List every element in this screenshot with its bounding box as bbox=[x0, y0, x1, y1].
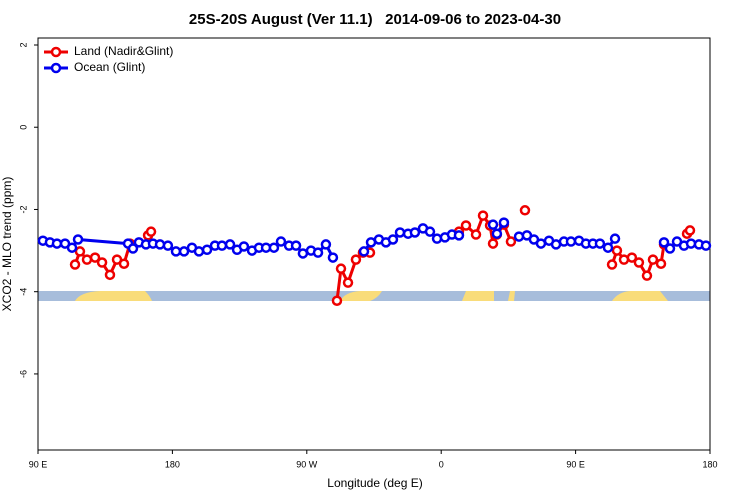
point bbox=[606, 259, 618, 270]
point bbox=[170, 246, 182, 257]
point bbox=[424, 226, 436, 237]
point bbox=[327, 252, 339, 263]
point bbox=[684, 225, 696, 236]
point bbox=[72, 234, 84, 245]
point bbox=[505, 236, 517, 247]
point bbox=[602, 242, 614, 253]
legend-marker bbox=[50, 62, 62, 74]
y-tick-label: 0 bbox=[18, 125, 28, 130]
point bbox=[335, 263, 347, 274]
point bbox=[178, 246, 190, 257]
point bbox=[491, 228, 503, 239]
point bbox=[224, 239, 236, 250]
point bbox=[162, 240, 174, 251]
point bbox=[66, 242, 78, 253]
point bbox=[127, 243, 139, 254]
point bbox=[193, 246, 205, 257]
point bbox=[609, 233, 621, 244]
chart-title: 25S-20S August (Ver 11.1) 2014-09-06 to … bbox=[189, 11, 561, 28]
point bbox=[358, 246, 370, 257]
point bbox=[312, 247, 324, 258]
point bbox=[275, 236, 287, 247]
point bbox=[104, 269, 116, 281]
point bbox=[268, 242, 280, 253]
series-line bbox=[73, 212, 692, 301]
point bbox=[535, 238, 547, 249]
point bbox=[51, 238, 63, 249]
point bbox=[664, 243, 676, 254]
point bbox=[216, 240, 228, 251]
point bbox=[487, 238, 499, 249]
x-axis-label: Longitude (deg E) bbox=[327, 476, 422, 490]
x-tick-label: 90 E bbox=[566, 459, 585, 469]
point bbox=[74, 246, 86, 257]
legend-label: Land (Nadir&Glint) bbox=[74, 44, 173, 58]
point bbox=[641, 270, 653, 281]
y-tick-label: -2 bbox=[18, 205, 28, 213]
point bbox=[565, 236, 577, 247]
x-tick-label: 180 bbox=[165, 459, 180, 469]
point bbox=[513, 231, 525, 242]
x-tick-label: 0 bbox=[439, 459, 444, 469]
y-tick-label: 2 bbox=[18, 42, 28, 47]
point bbox=[453, 230, 465, 241]
point bbox=[633, 257, 645, 268]
point bbox=[320, 239, 332, 250]
point bbox=[409, 227, 421, 238]
legend-marker bbox=[50, 46, 62, 58]
point bbox=[647, 254, 659, 265]
point bbox=[96, 257, 108, 268]
y-tick-label: -4 bbox=[18, 288, 28, 296]
point bbox=[154, 239, 166, 250]
point bbox=[626, 252, 638, 263]
point bbox=[460, 220, 472, 231]
point bbox=[498, 217, 510, 228]
point bbox=[655, 258, 667, 269]
legend-label: Ocean (Glint) bbox=[74, 60, 145, 74]
point bbox=[297, 248, 309, 259]
point bbox=[594, 238, 606, 249]
point bbox=[81, 254, 93, 265]
point bbox=[118, 258, 130, 269]
point bbox=[350, 254, 362, 265]
point bbox=[290, 240, 302, 251]
x-tick-label: 90 W bbox=[296, 459, 318, 469]
point bbox=[519, 205, 531, 216]
point bbox=[700, 240, 712, 251]
x-tick-label: 180 bbox=[702, 459, 717, 469]
point bbox=[431, 233, 443, 244]
point bbox=[470, 229, 482, 240]
point bbox=[145, 226, 157, 237]
point bbox=[487, 219, 499, 230]
y-axis-label: XCO2 - MLO trend (ppm) bbox=[0, 177, 14, 312]
land-mask-strip bbox=[38, 291, 710, 301]
point bbox=[387, 234, 399, 245]
point bbox=[658, 237, 670, 248]
point bbox=[342, 277, 354, 288]
point bbox=[238, 241, 250, 252]
y-tick-label: -6 bbox=[18, 370, 28, 378]
point bbox=[611, 245, 623, 256]
point bbox=[69, 259, 81, 270]
point bbox=[394, 227, 406, 238]
point bbox=[89, 252, 101, 263]
point bbox=[331, 295, 343, 306]
point bbox=[201, 244, 213, 256]
point bbox=[477, 210, 489, 221]
x-tick-label: 90 E bbox=[29, 459, 48, 469]
